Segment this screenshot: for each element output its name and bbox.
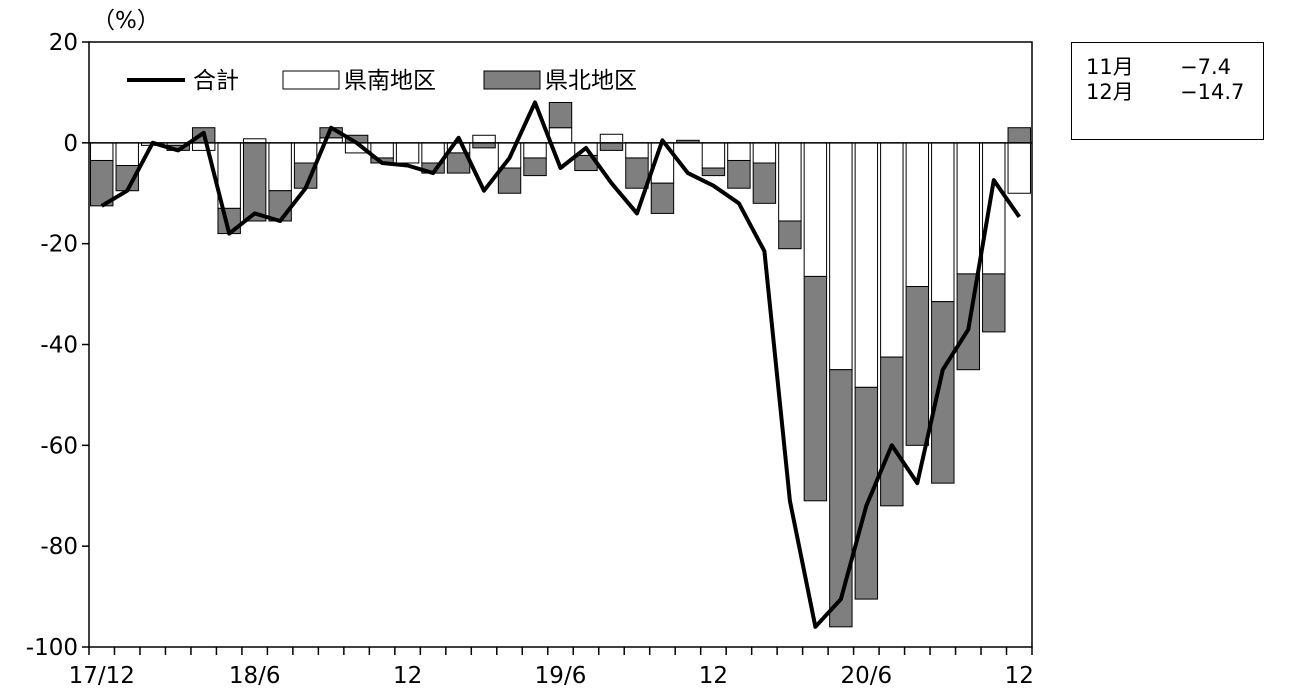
bar-north xyxy=(650,182,675,214)
legend-label-south: 県南地区 xyxy=(344,68,436,94)
x-tick-label: 12 xyxy=(699,663,728,689)
latest-values-box: 11月 −7.4 12月 −14.7 xyxy=(1071,42,1264,140)
x-tick-label: 18/6 xyxy=(229,663,281,689)
bar-north xyxy=(931,301,955,484)
bar-south xyxy=(268,142,292,192)
legend-label-north: 県北地区 xyxy=(545,68,637,94)
bar-south xyxy=(752,142,777,164)
y-tick-label: -60 xyxy=(40,433,78,459)
info-month: 12月 xyxy=(1086,80,1134,104)
y-tick-label: -20 xyxy=(40,232,78,258)
info-month: 11月 xyxy=(1086,55,1134,79)
bar-south xyxy=(625,142,649,159)
bar-south xyxy=(1007,142,1031,194)
x-tick-label: 12 xyxy=(1005,663,1034,689)
bar-north xyxy=(880,356,904,507)
x-tick-label: 12 xyxy=(393,663,422,689)
y-tick-label: -100 xyxy=(26,635,78,661)
bar-south xyxy=(956,142,980,275)
bar-south xyxy=(90,142,114,161)
line-total xyxy=(100,100,1021,629)
y-tick-label: 20 xyxy=(49,30,78,56)
bar-north xyxy=(905,286,930,446)
bar-south xyxy=(880,142,904,358)
bar-north xyxy=(625,157,649,189)
bar-south xyxy=(548,127,573,144)
bar-north xyxy=(752,162,777,204)
bar-north xyxy=(472,142,496,149)
y-unit-label: （%） xyxy=(92,8,160,34)
bar-north xyxy=(803,275,828,502)
bar-south xyxy=(905,142,930,288)
bar-south xyxy=(778,142,802,222)
bar-south xyxy=(701,142,726,169)
line-layer xyxy=(100,100,1021,629)
x-tick-label: 17/12 xyxy=(69,663,135,689)
bar-south xyxy=(115,142,139,167)
y-tick-label: 0 xyxy=(63,131,78,157)
info-value: −7.4 xyxy=(1180,55,1231,79)
bar-north xyxy=(778,220,802,250)
y-tick-label: -80 xyxy=(40,534,78,560)
x-tick-label: 20/6 xyxy=(841,663,893,689)
bar-north xyxy=(727,159,751,189)
bar-north xyxy=(268,190,292,222)
legend-label-total: 合計 xyxy=(193,68,239,94)
legend-swatch-north xyxy=(483,70,541,90)
bar-south xyxy=(931,142,955,303)
bar-south xyxy=(829,142,853,371)
bar-north xyxy=(497,167,522,194)
bar-south xyxy=(982,142,1006,275)
legend-swatch-south xyxy=(282,70,340,90)
bar-south xyxy=(523,142,547,159)
bar-north xyxy=(523,157,547,177)
info-row-dec: 12月 −14.7 xyxy=(1086,80,1263,105)
bar-south xyxy=(854,142,879,388)
info-row-nov: 11月 −7.4 xyxy=(1086,55,1263,80)
bar-south xyxy=(803,142,828,277)
bar-north xyxy=(242,142,267,222)
legend: 合計 県南地区 県北地区 xyxy=(127,68,637,94)
bar-south xyxy=(293,142,318,164)
bar-south xyxy=(727,142,751,161)
x-tick-label: 19/6 xyxy=(535,663,587,689)
bars-layer xyxy=(90,102,1031,628)
bar-south xyxy=(395,142,420,164)
bar-south xyxy=(191,142,216,151)
bar-north xyxy=(548,102,573,129)
y-tick-label: -40 xyxy=(40,333,78,359)
bar-north xyxy=(982,273,1006,333)
bar-north xyxy=(599,142,624,151)
bar-south xyxy=(472,134,496,144)
bar-north xyxy=(854,386,879,600)
info-value: −14.7 xyxy=(1180,80,1245,104)
bar-north xyxy=(1007,127,1031,144)
bar-north xyxy=(701,167,726,177)
bar-north xyxy=(829,369,853,628)
bar-south xyxy=(599,133,624,144)
